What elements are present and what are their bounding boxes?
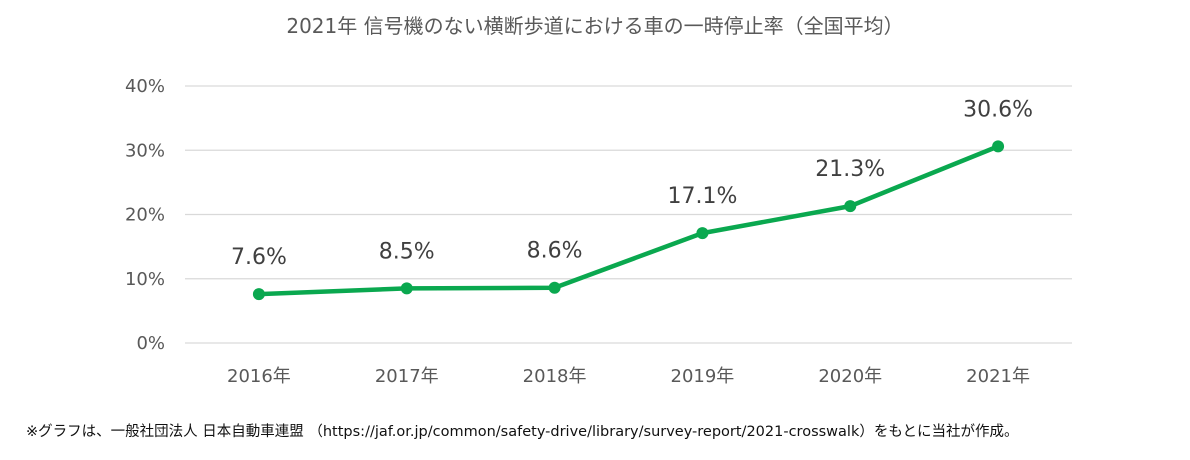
x-tick-label: 2021年 xyxy=(966,366,1030,387)
source-footnote: ※グラフは、一般社団法人 日本自動車連盟 （https://jaf.or.jp/… xyxy=(26,424,1019,440)
data-label: 8.5% xyxy=(379,239,435,264)
chart-title: 2021年 信号機のない横断歩道における車の一時停止率（全国平均） xyxy=(286,14,904,38)
data-labels: 7.6% 8.5% 8.6% 17.1% 21.3% 30.6% xyxy=(231,97,1033,270)
y-axis-ticks: 0% 10% 20% 30% 40% xyxy=(125,76,165,354)
series-line xyxy=(256,144,1001,297)
line-chart: 0% 10% 20% 30% 40% 2016年 2017年 2018年 2019年 2020年… xyxy=(125,76,1072,387)
data-point xyxy=(548,281,561,294)
x-axis-ticks: 2016年 2017年 2018年 2019年 2020年 2021年 xyxy=(227,366,1030,387)
data-point xyxy=(992,140,1005,153)
y-tick-label: 40% xyxy=(125,76,165,97)
y-tick-label: 20% xyxy=(125,205,165,226)
data-label: 8.6% xyxy=(527,239,583,264)
x-tick-label: 2018年 xyxy=(523,366,587,387)
data-point xyxy=(696,227,709,240)
data-point xyxy=(844,200,857,213)
data-label: 21.3% xyxy=(815,157,885,182)
data-point xyxy=(400,282,413,295)
data-label: 7.6% xyxy=(231,245,287,270)
data-point xyxy=(252,288,265,301)
data-label: 30.6% xyxy=(963,97,1033,122)
y-tick-label: 0% xyxy=(136,333,165,354)
series-line-layer xyxy=(256,144,1001,297)
x-tick-label: 2020年 xyxy=(818,366,882,387)
x-tick-label: 2016年 xyxy=(227,366,291,387)
data-points xyxy=(252,140,1005,301)
x-tick-label: 2019年 xyxy=(671,366,735,387)
x-tick-label: 2017年 xyxy=(375,366,439,387)
y-tick-label: 30% xyxy=(125,140,165,161)
data-label: 17.1% xyxy=(667,184,737,209)
gridlines xyxy=(185,85,1072,344)
y-tick-label: 10% xyxy=(125,269,165,290)
